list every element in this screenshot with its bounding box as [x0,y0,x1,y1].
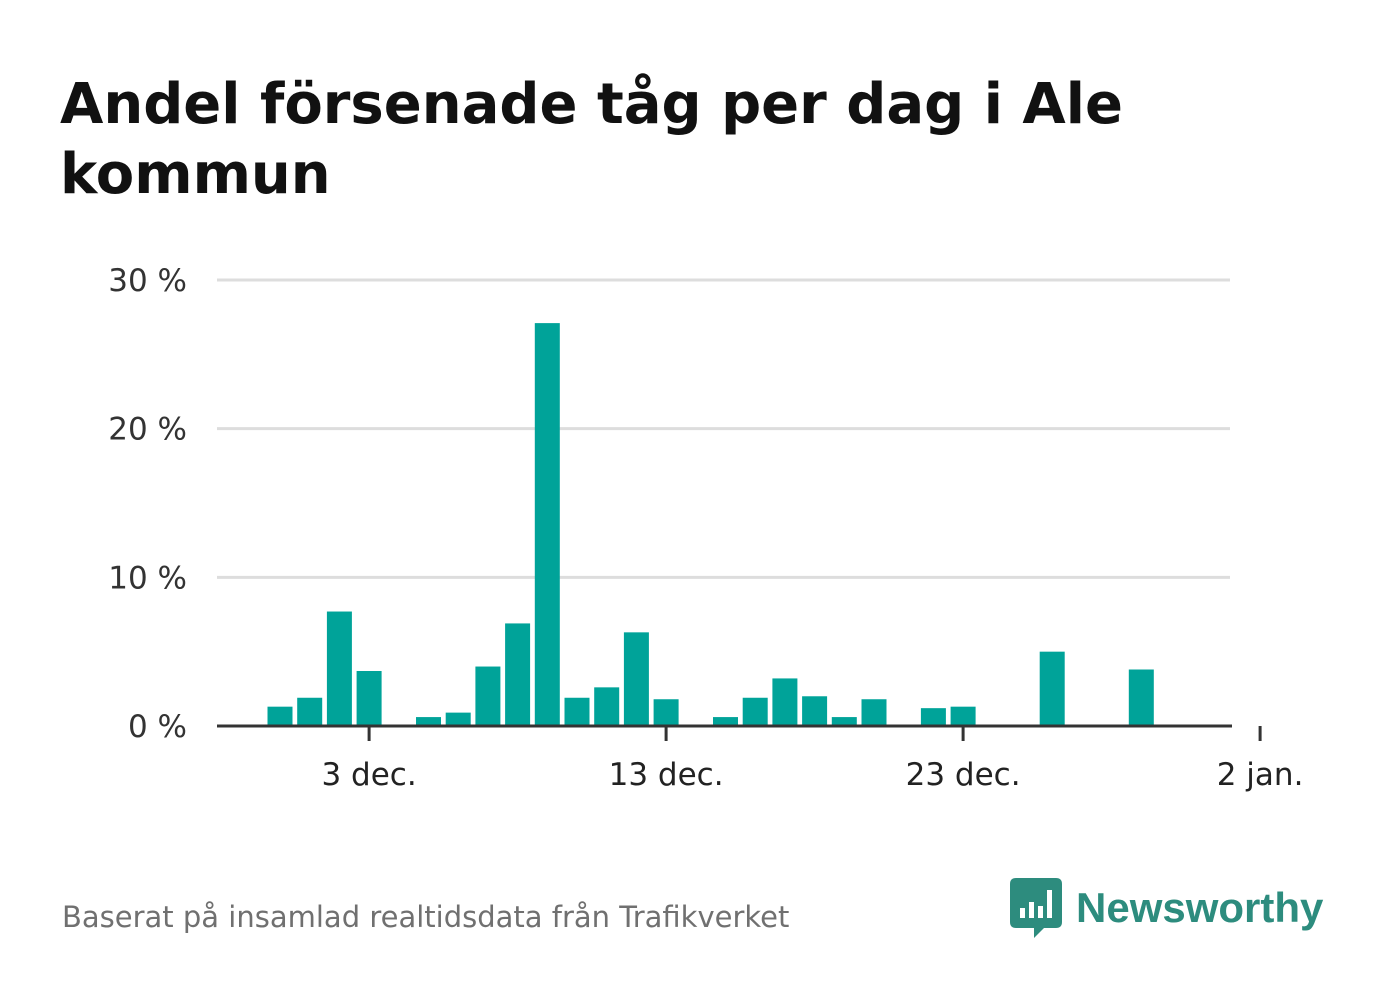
bar [950,706,976,726]
bar [653,699,679,726]
y-tick-label: 10 % [108,560,187,596]
x-tick-labels: 3 dec. 13 dec. 23 dec. 2 jan. [321,757,1303,793]
bar [326,611,352,726]
bar-chart: 0 % 10 % 20 % 30 % 3 dec. 13 dec. 23 dec. 2 ja… [108,263,1303,793]
x-tick-label: 13 dec. [609,757,724,793]
bar [267,706,293,726]
chart-title: Andel försenade tåg per dag i Ale kommun [60,72,1123,207]
bar [475,666,501,726]
bar [920,708,946,726]
x-tick-label: 23 dec. [906,757,1021,793]
bar [802,696,828,726]
bar [416,717,441,726]
bar [505,623,531,726]
bar [594,687,620,726]
bar [356,670,382,726]
bar [623,632,649,726]
x-tick-label: 3 dec. [321,757,416,793]
bar [742,697,768,726]
gridlines [217,278,1230,579]
y-tick-label: 0 % [128,709,187,745]
x-tick-label: 2 jan. [1217,757,1304,793]
bars [267,323,1154,726]
newsworthy-logo-icon [1010,878,1062,938]
bar [564,697,590,726]
y-tick-label: 20 % [108,412,187,448]
brand-name: Newsworthy [1076,884,1324,931]
y-tick-labels: 0 % 10 % 20 % 30 % [108,263,187,745]
y-tick-label: 30 % [108,263,187,299]
bar [445,712,471,726]
x-axis [217,724,1262,741]
bar [1128,669,1154,726]
bar [831,717,857,726]
bar [861,699,887,726]
brand-logo[interactable]: Newsworthy [1010,876,1323,940]
bar [772,678,798,726]
bar [534,323,560,726]
bar [297,697,323,726]
source-note: Baserat på insamlad realtidsdata från Tr… [62,900,790,934]
bar [1039,651,1065,726]
bar [713,717,738,726]
